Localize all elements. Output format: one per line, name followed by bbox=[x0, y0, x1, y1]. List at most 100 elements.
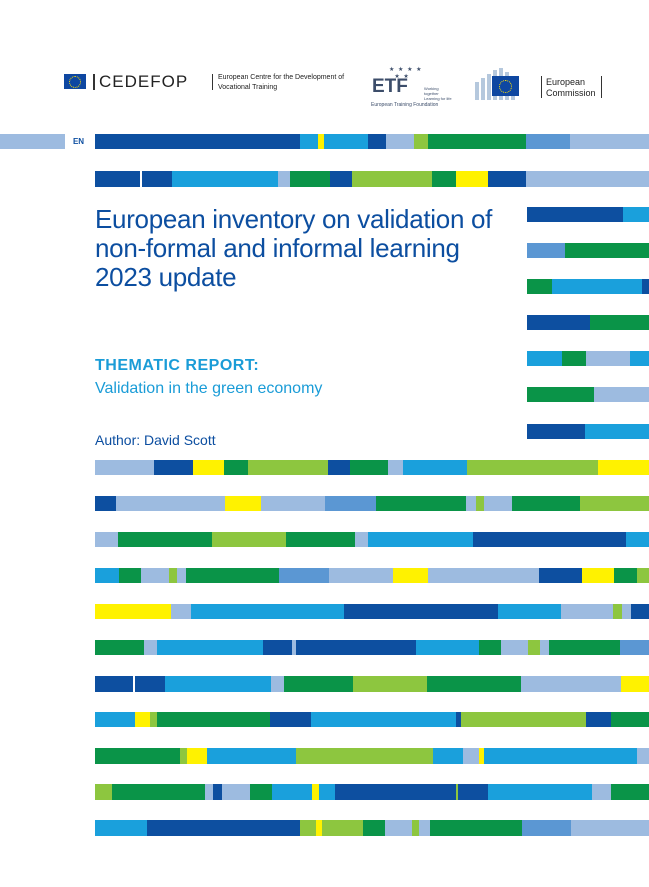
stripe-segment bbox=[311, 712, 456, 727]
stripe-segment bbox=[631, 604, 649, 619]
stripe-segment bbox=[565, 243, 649, 258]
stripe-segment bbox=[205, 784, 213, 800]
stripe-segment bbox=[165, 676, 271, 692]
stripe-segment bbox=[186, 568, 279, 583]
stripe-segment bbox=[312, 784, 319, 800]
stripe-segment bbox=[433, 748, 463, 764]
stripe-segment bbox=[549, 640, 620, 655]
stripe-segment bbox=[570, 134, 649, 149]
stripe-segment bbox=[95, 676, 133, 692]
stripe-row bbox=[0, 315, 649, 330]
stripe-segment bbox=[432, 171, 456, 187]
stripe-segment bbox=[368, 532, 473, 547]
stripe-segment bbox=[368, 134, 386, 149]
stripe-segment bbox=[428, 134, 526, 149]
stripe-segment bbox=[316, 820, 322, 836]
stripe-segment bbox=[171, 604, 191, 619]
stripe-segment bbox=[527, 207, 623, 222]
stripe-segment bbox=[504, 532, 626, 547]
stripe-segment bbox=[592, 784, 611, 800]
stripe-segment bbox=[296, 640, 416, 655]
stripe-segment bbox=[456, 171, 488, 187]
etf-logo: ETF bbox=[372, 76, 408, 97]
stripe-segment bbox=[355, 532, 368, 547]
etf-subtitle: European Training Foundation bbox=[371, 102, 439, 108]
stripe-segment bbox=[479, 640, 501, 655]
divider bbox=[541, 76, 542, 98]
stripe-segment bbox=[611, 784, 649, 800]
stripe-segment bbox=[586, 712, 611, 727]
stripe-segment bbox=[157, 712, 270, 727]
stripe-segment bbox=[586, 351, 630, 366]
divider bbox=[93, 74, 95, 90]
stripe-segment bbox=[386, 134, 414, 149]
stripe-segment bbox=[476, 496, 484, 511]
stripe-row bbox=[0, 351, 649, 366]
stripe-segment bbox=[526, 171, 649, 187]
language-badge: EN bbox=[65, 134, 92, 149]
stripe-segment bbox=[95, 496, 116, 511]
stripe-segment bbox=[335, 784, 456, 800]
stripe-row bbox=[0, 207, 649, 222]
stripe-segment bbox=[95, 568, 119, 583]
stripe-segment bbox=[526, 134, 570, 149]
stripe-segment bbox=[95, 748, 180, 764]
stripe-segment bbox=[144, 640, 157, 655]
stripe-segment bbox=[222, 784, 250, 800]
stripe-segment bbox=[527, 315, 590, 330]
stripe-segment bbox=[571, 820, 649, 836]
stripe-segment bbox=[318, 134, 324, 149]
stripe-segment bbox=[594, 387, 649, 402]
logo-header: CEDEFOP European Centre for the Developm… bbox=[0, 64, 649, 112]
stripe-segment bbox=[562, 351, 586, 366]
stripe-segment bbox=[385, 820, 412, 836]
stripe-segment bbox=[225, 496, 261, 511]
stripe-segment bbox=[512, 496, 580, 511]
stripe-segment bbox=[142, 171, 172, 187]
stripe-segment bbox=[427, 676, 521, 692]
stripe-row bbox=[0, 171, 649, 187]
stripe-segment bbox=[473, 532, 504, 547]
stripe-segment bbox=[353, 676, 427, 692]
stripe-segment bbox=[271, 676, 284, 692]
stripe-segment bbox=[150, 712, 157, 727]
stripe-segment bbox=[118, 532, 212, 547]
stripe-segment bbox=[112, 784, 205, 800]
stripe-row bbox=[0, 387, 649, 402]
stripe-segment bbox=[590, 315, 649, 330]
stripe-segment bbox=[187, 748, 207, 764]
stripe-segment bbox=[522, 820, 571, 836]
stripe-segment bbox=[300, 134, 318, 149]
stripe-row bbox=[0, 784, 649, 800]
stripe-segment bbox=[613, 604, 622, 619]
stripe-segment bbox=[484, 496, 512, 511]
stripe-segment bbox=[637, 568, 649, 583]
stripe-segment bbox=[193, 460, 224, 475]
stripe-segment bbox=[642, 279, 649, 294]
stripe-segment bbox=[263, 640, 292, 655]
stripe-segment bbox=[284, 676, 353, 692]
stripe-segment bbox=[614, 568, 637, 583]
ec-flag-icon bbox=[492, 76, 519, 96]
stripe-segment bbox=[598, 460, 649, 475]
stripe-segment bbox=[620, 640, 649, 655]
stripe-row bbox=[0, 748, 649, 764]
stripe-segment bbox=[296, 748, 433, 764]
stripe-row bbox=[0, 712, 649, 727]
stripe-segment bbox=[527, 243, 565, 258]
stripe-segment bbox=[141, 568, 169, 583]
stripe-row bbox=[0, 820, 649, 836]
stripe-row bbox=[0, 532, 649, 547]
stripe-segment bbox=[319, 784, 335, 800]
stripe-segment bbox=[539, 568, 582, 583]
stripe-segment bbox=[322, 820, 363, 836]
stripe-segment bbox=[270, 712, 311, 727]
ec-logo-text: European Commission bbox=[546, 77, 596, 98]
divider bbox=[212, 74, 213, 90]
stripe-segment bbox=[95, 134, 300, 149]
stripe-row bbox=[0, 279, 649, 294]
stripe-segment bbox=[0, 134, 65, 149]
stripe-segment bbox=[95, 604, 171, 619]
stripe-segment bbox=[626, 532, 649, 547]
stripe-segment bbox=[498, 604, 561, 619]
